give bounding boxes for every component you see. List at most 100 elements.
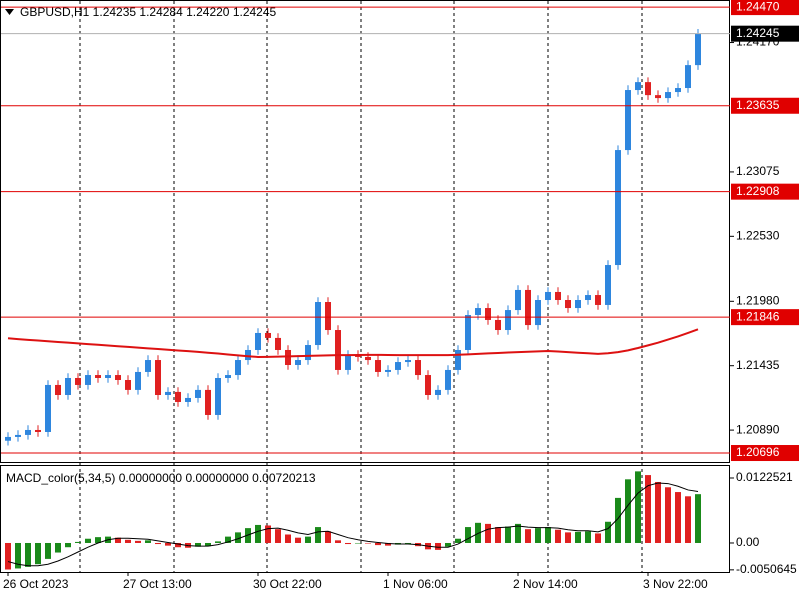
candle-body xyxy=(695,33,701,66)
macd-bar xyxy=(545,527,551,543)
macd-bar xyxy=(505,526,511,543)
macd-bar xyxy=(285,534,291,543)
moving-average xyxy=(7,328,699,358)
macd-bar xyxy=(295,537,301,543)
macd-bar xyxy=(155,542,161,545)
grid xyxy=(79,1,643,572)
candle-body xyxy=(485,308,491,320)
candle-body xyxy=(445,369,451,390)
macd-bar xyxy=(25,542,31,567)
candle-body xyxy=(15,434,21,437)
y-tick-label: 0.0122521 xyxy=(736,470,793,484)
candle-body xyxy=(655,95,661,99)
candle-body xyxy=(295,360,301,365)
macd-bar xyxy=(175,542,181,548)
candle-body xyxy=(505,310,511,331)
current-price-label: 1.24245 xyxy=(736,26,780,40)
candle-body xyxy=(685,65,691,89)
macd-bar xyxy=(575,531,581,543)
candle-body xyxy=(195,389,201,398)
candle-body xyxy=(585,295,591,301)
candle-body xyxy=(225,375,231,378)
candle-body xyxy=(465,315,471,350)
candle-body xyxy=(5,436,11,441)
candle-body xyxy=(615,150,621,266)
macd-bar xyxy=(35,542,41,565)
macd-bar xyxy=(255,524,261,543)
macd-bar xyxy=(615,497,621,543)
macd-bar xyxy=(145,540,151,543)
candle-body xyxy=(25,429,31,435)
y-tick-label: 1.21435 xyxy=(736,358,780,372)
candle-body xyxy=(515,289,521,311)
candle-body xyxy=(525,289,531,326)
macd-signal xyxy=(7,482,699,567)
y-tick-label: 1.20890 xyxy=(736,422,780,436)
candle-body xyxy=(35,429,41,432)
candle-body xyxy=(125,379,131,390)
x-tick-label: 30 Oct 22:00 xyxy=(253,577,322,591)
macd-bar xyxy=(345,542,351,545)
candle-body xyxy=(555,291,561,301)
macd-bar xyxy=(565,532,571,543)
macd-bar xyxy=(335,540,341,543)
candle-body xyxy=(535,300,541,326)
level-label: 1.24470 xyxy=(736,0,780,13)
macd-bar xyxy=(65,542,71,548)
candle-body xyxy=(475,308,481,316)
level-label: 1.23635 xyxy=(736,98,780,112)
level-label-box xyxy=(731,183,799,200)
candle-body xyxy=(145,360,151,372)
candle-body xyxy=(85,375,91,385)
level-label: 1.20696 xyxy=(736,445,780,459)
macd-bar xyxy=(375,542,381,546)
candle-body xyxy=(175,391,181,402)
candle-body xyxy=(185,397,191,402)
macd-bar xyxy=(135,540,141,543)
candle-body xyxy=(345,354,351,370)
macd-bar xyxy=(195,542,201,547)
macd-bar xyxy=(645,475,651,543)
macd-bar xyxy=(95,537,101,543)
macd-bar xyxy=(385,542,391,546)
y-tick-label: 1.23075 xyxy=(736,164,780,178)
macd-bar xyxy=(515,523,521,543)
macd-bar xyxy=(265,525,271,543)
macd-bar xyxy=(435,542,441,550)
y-tick-label: -0.0050645 xyxy=(736,562,797,576)
x-tick-label: 1 Nov 06:00 xyxy=(383,577,448,591)
macd-bar xyxy=(45,542,51,559)
macd-bar xyxy=(465,527,471,543)
x-tick-label: 27 Oct 13:00 xyxy=(123,577,192,591)
macd-bar xyxy=(355,542,361,544)
main-panel-frame xyxy=(0,0,730,463)
candle-body xyxy=(455,349,461,370)
candle-body xyxy=(215,377,221,415)
macd-panel-frame xyxy=(0,465,730,573)
macd-bar xyxy=(605,521,611,543)
macd-bar xyxy=(55,542,61,553)
candle-body xyxy=(65,377,71,396)
candle-body xyxy=(245,349,251,361)
macd-bar xyxy=(125,539,131,543)
macd-bar xyxy=(585,531,591,543)
macd-bar xyxy=(495,527,501,543)
candle-body xyxy=(495,319,501,331)
macd-bar xyxy=(15,542,21,569)
chart-title: GBPUSD,H1 1.24235 1.24284 1.24220 1.2424… xyxy=(20,5,277,19)
macd-bar xyxy=(595,533,601,543)
macd-bar xyxy=(365,542,371,544)
candle-body xyxy=(315,302,321,346)
level-label-box xyxy=(731,97,799,114)
menu-triangle[interactable] xyxy=(5,9,14,15)
candle-body xyxy=(635,82,641,91)
candle-body xyxy=(325,302,331,331)
macd-bar xyxy=(695,494,701,543)
macd-bar xyxy=(665,487,671,543)
candle-body xyxy=(165,391,171,396)
candle-body xyxy=(675,88,681,93)
candle-body xyxy=(95,375,101,378)
candle-body xyxy=(425,375,431,396)
